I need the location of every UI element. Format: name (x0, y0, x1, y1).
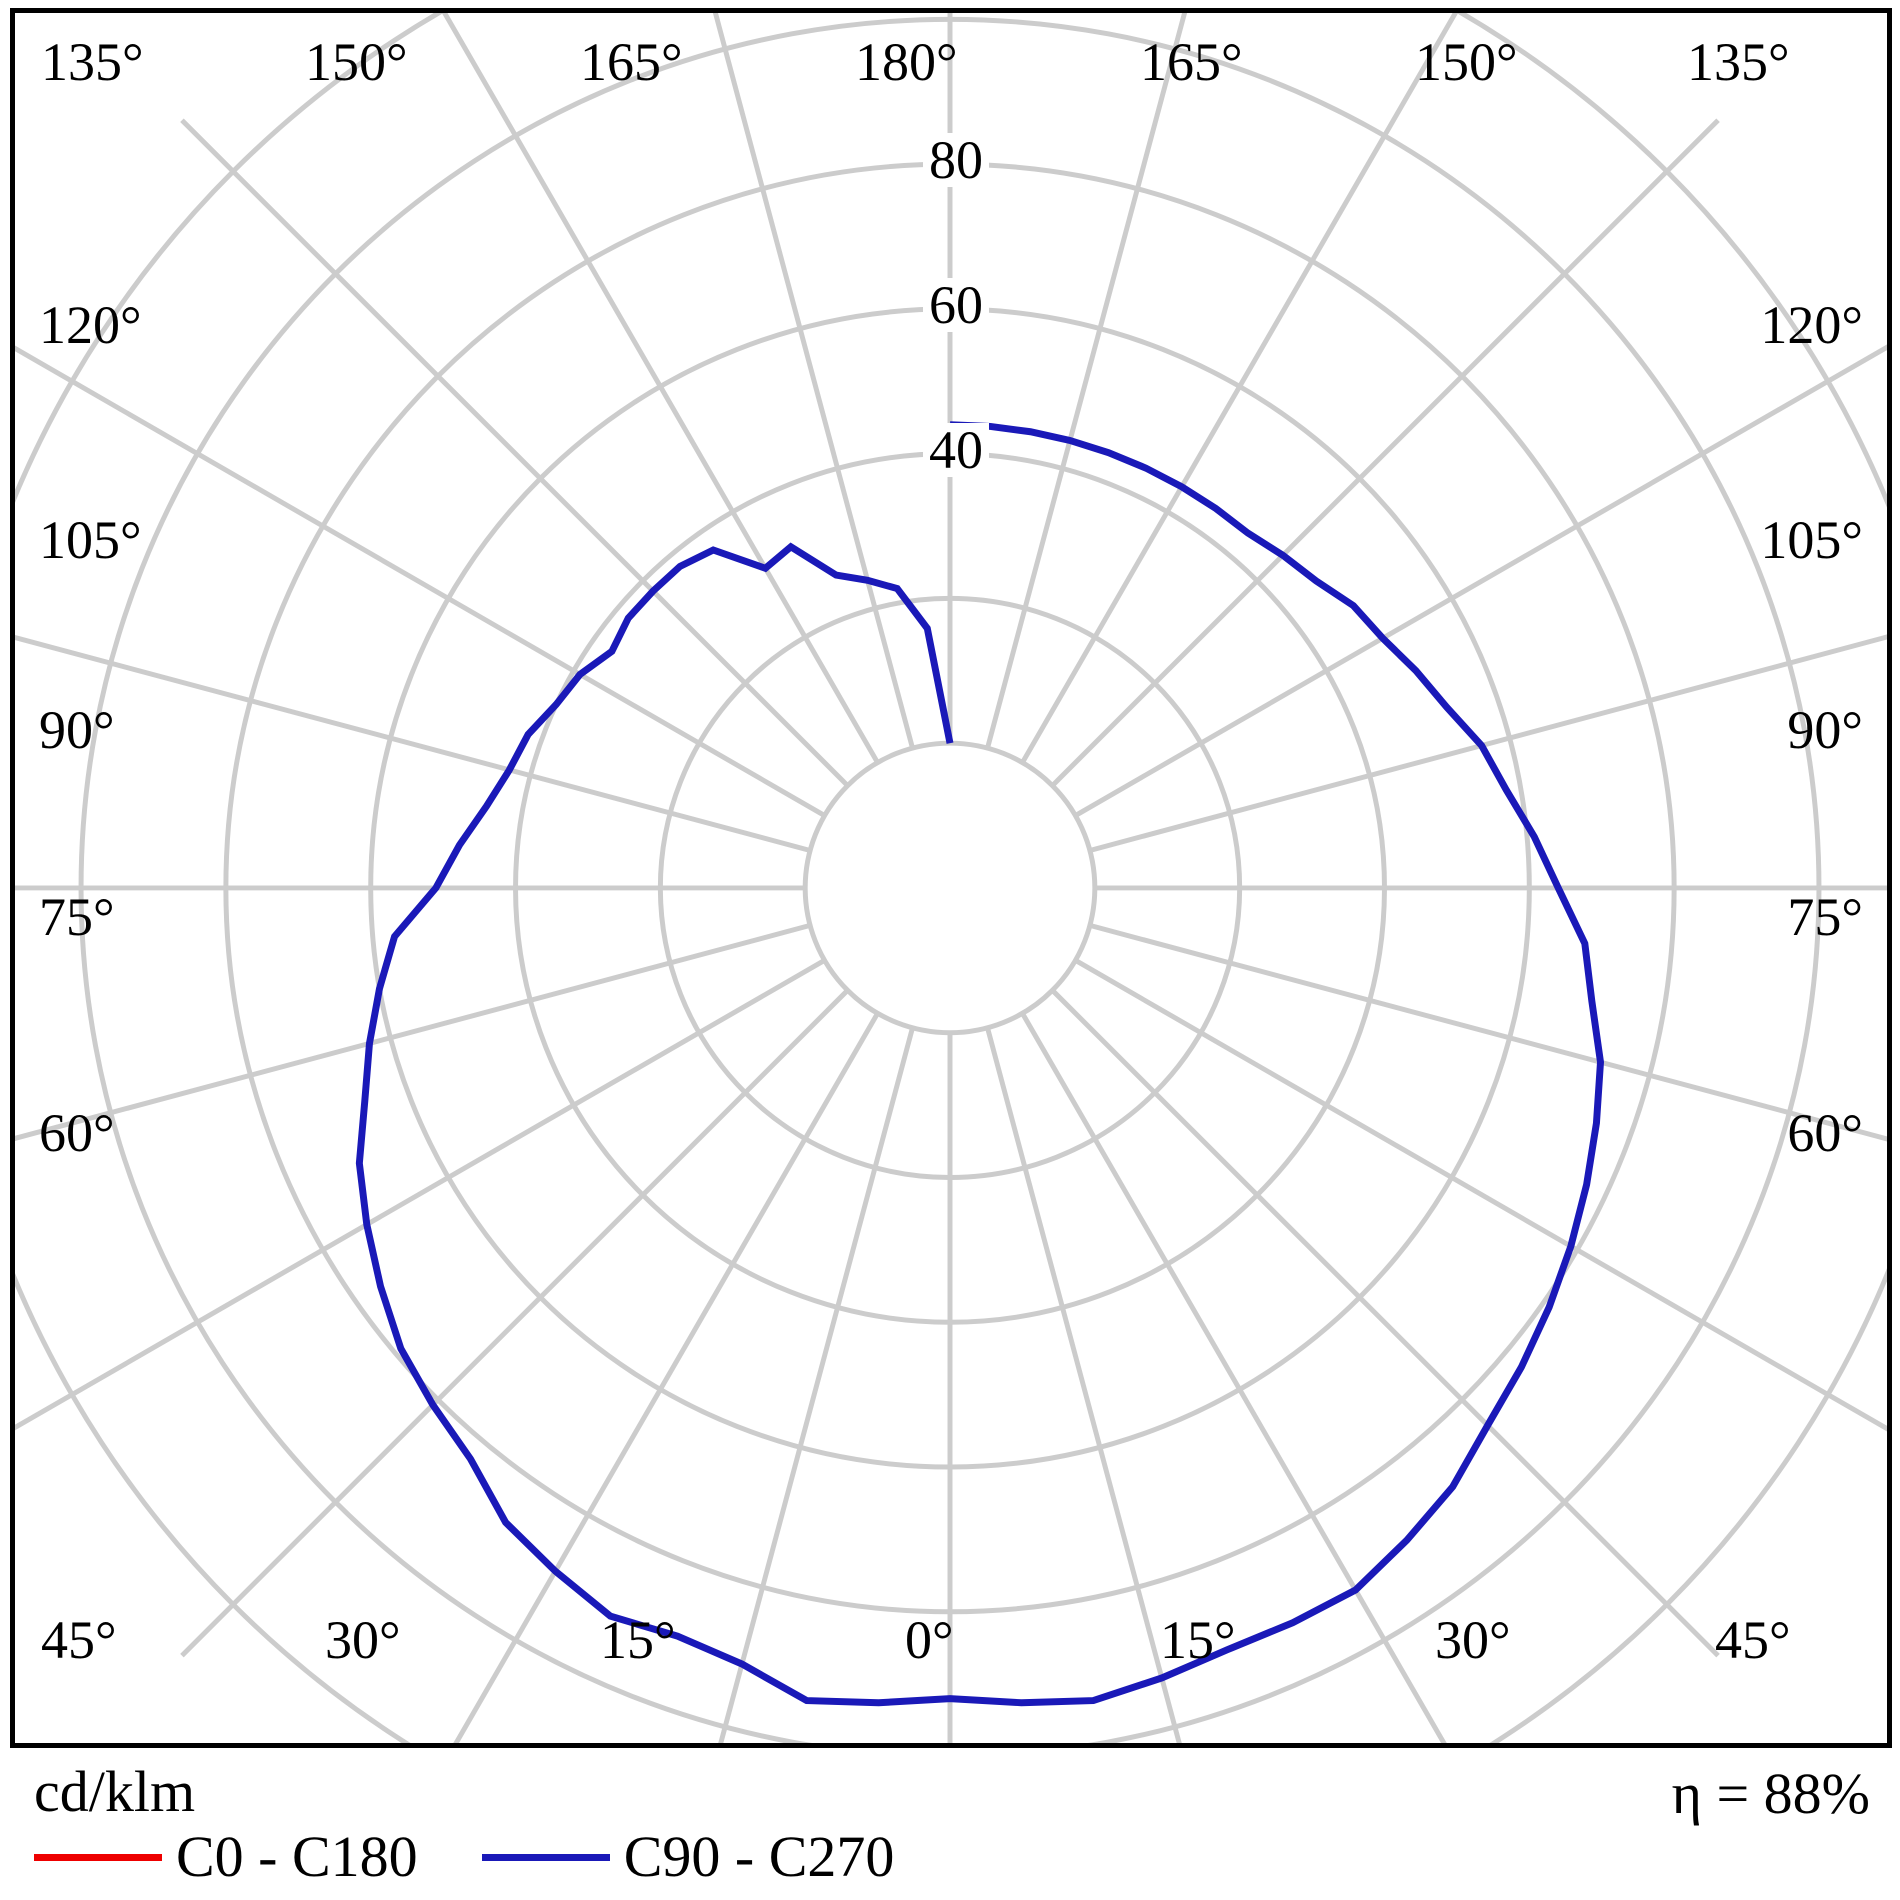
legend-swatch-c0-c180 (34, 1853, 162, 1861)
radial-label-40: 40 (923, 423, 989, 477)
angle-label-top-180: 180° (855, 32, 958, 92)
unit-label: cd/klm (34, 1759, 196, 1824)
series-path-1 (355, 421, 1604, 1707)
angle-label-top-165-left: 165° (580, 32, 683, 92)
angle-label-bottom-0: 0° (905, 1610, 954, 1670)
angle-label-top-135-right: 135° (1687, 32, 1790, 92)
angle-label-bottom-15-left: 15° (600, 1610, 676, 1670)
angle-label-bottom-45-left: 45° (41, 1610, 117, 1670)
angle-label-right-105: 105° (1760, 510, 1863, 570)
angle-label-right-75: 75° (1787, 887, 1863, 947)
angle-label-bottom-15-right: 15° (1160, 1610, 1236, 1670)
angle-label-left-90: 90° (39, 700, 115, 760)
legend-swatch-c90-c270 (481, 1853, 610, 1861)
plot-area: 135° 150° 165° 180° 165° 150° 135° 120° … (10, 8, 1892, 1748)
angle-label-top-135-left: 135° (41, 32, 144, 92)
angle-label-bottom-30-right: 30° (1435, 1610, 1511, 1670)
angle-label-top-165-right: 165° (1140, 32, 1243, 92)
chart-footer: cd/klm η = 88% C0 - C180 C90 - C270 (0, 1756, 1900, 1900)
legend-label-c0-c180: C0 - C180 (176, 1824, 418, 1889)
angle-label-left-120: 120° (39, 295, 142, 355)
angle-label-top-150-right: 150° (1415, 32, 1518, 92)
radial-label-80: 80 (923, 133, 989, 187)
legend-entry-c0-c180[interactable]: C0 - C180 (34, 1828, 418, 1886)
legend: C0 - C180 C90 - C270 (34, 1828, 894, 1886)
polar-grid (15, 13, 1887, 1743)
angle-label-top-150-left: 150° (305, 32, 408, 92)
radial-label-60: 60 (923, 278, 989, 332)
legend-label-c90-c270: C90 - C270 (623, 1824, 895, 1889)
angle-label-left-60: 60° (39, 1103, 115, 1163)
angle-label-right-120: 120° (1760, 295, 1863, 355)
legend-entry-c90-c270[interactable]: C90 - C270 (481, 1824, 895, 1889)
polar-grid-and-curves (15, 13, 1887, 1743)
angle-label-bottom-45-right: 45° (1715, 1610, 1791, 1670)
angle-label-bottom-30-left: 30° (325, 1610, 401, 1670)
angle-label-right-90: 90° (1787, 700, 1863, 760)
angle-label-left-105: 105° (39, 510, 142, 570)
efficiency-label: η = 88% (1671, 1761, 1870, 1826)
angle-label-left-75: 75° (39, 887, 115, 947)
angle-label-right-60: 60° (1787, 1103, 1863, 1163)
series-curves (355, 421, 1604, 1707)
